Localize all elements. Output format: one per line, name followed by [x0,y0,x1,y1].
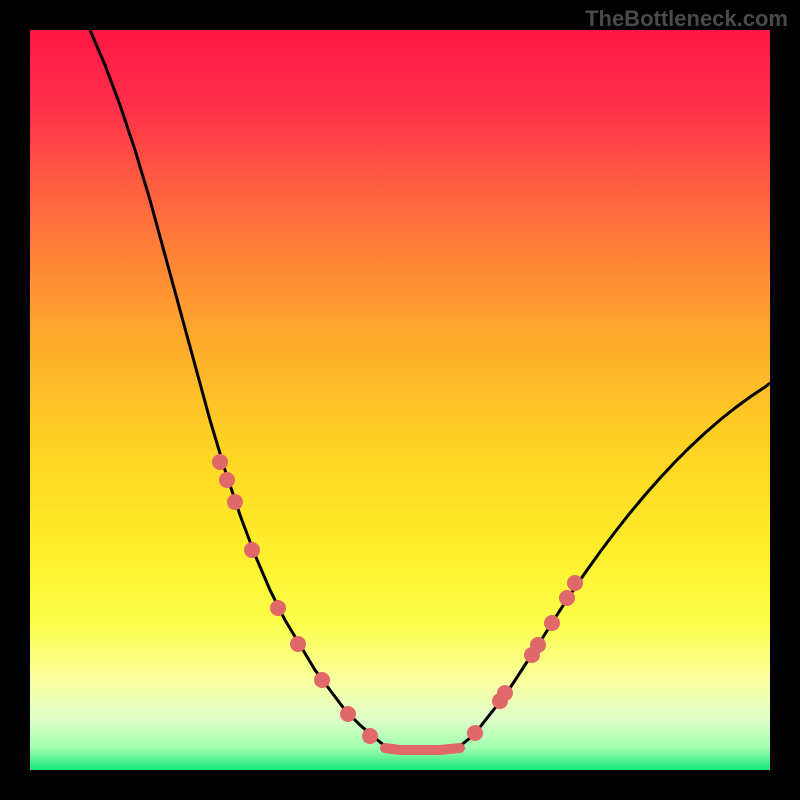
marker-point [544,615,560,631]
markers-right-group [467,575,583,741]
marker-point [227,494,243,510]
chart-plot-area [30,30,770,770]
watermark-text: TheBottleneck.com [585,6,788,32]
marker-point [219,472,235,488]
marker-point [212,454,228,470]
marker-point [340,706,356,722]
marker-point [559,590,575,606]
marker-point [567,575,583,591]
markers-left-group [212,454,378,744]
marker-point [362,728,378,744]
curves-layer [30,30,770,770]
marker-point [270,600,286,616]
marker-point [314,672,330,688]
curve-left [90,30,385,746]
marker-point [467,725,483,741]
marker-point [530,637,546,653]
marker-point [244,542,260,558]
bottom-connector [385,748,460,750]
marker-point [290,636,306,652]
marker-point [497,685,513,701]
